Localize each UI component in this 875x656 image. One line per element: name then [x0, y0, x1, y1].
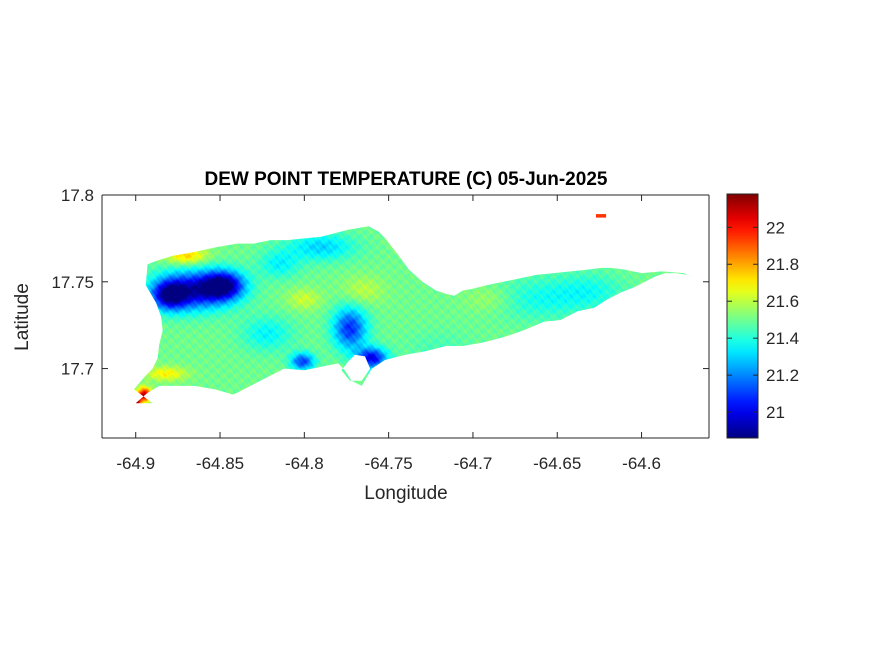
offshore-islet: [596, 214, 607, 218]
x-tick-label: -64.7: [454, 454, 493, 473]
axes-frame: [101, 194, 710, 439]
x-tick-label: -64.65: [533, 454, 581, 473]
chart-title: DEW POINT TEMPERATURE (C) 05-Jun-2025: [205, 169, 608, 190]
y-tick-label: 17.7: [61, 360, 94, 379]
plot-area: -64.9 -64.85 -64.8 -64.75 -64.7 -64.65 -64.6 1…: [51, 186, 710, 473]
x-tick-label: -64.6: [622, 454, 661, 473]
colorbar-tick-label: 21.8: [766, 255, 799, 274]
colorbar-tick-label: 21.4: [766, 329, 799, 348]
colorbar-tick-label: 22: [766, 218, 785, 237]
colorbar-ticks: 21 21.2 21.4 21.6 21.8 22: [727, 218, 799, 422]
colorbar-tick-label: 21.2: [766, 366, 799, 385]
x-axis-ticks: -64.9 -64.85 -64.8 -64.75 -64.7 -64.65 -64.6: [116, 195, 661, 473]
y-axis-label: Latitude: [12, 283, 33, 351]
x-tick-label: -64.85: [196, 454, 244, 473]
y-axis-ticks: 17.7 17.75 17.8: [51, 186, 709, 379]
colorbar-tick-label: 21.6: [766, 292, 799, 311]
x-tick-label: -64.8: [285, 454, 324, 473]
x-axis-label: Longitude: [364, 483, 447, 504]
x-tick-label: -64.75: [365, 454, 413, 473]
colorbar-tick-label: 21: [766, 403, 785, 422]
x-tick-label: -64.9: [116, 454, 155, 473]
colorbar: 21 21.2 21.4 21.6 21.8 22: [726, 193, 799, 439]
y-tick-label: 17.8: [61, 186, 94, 205]
colorbar-gradient: [726, 193, 759, 439]
y-tick-label: 17.75: [51, 273, 94, 292]
